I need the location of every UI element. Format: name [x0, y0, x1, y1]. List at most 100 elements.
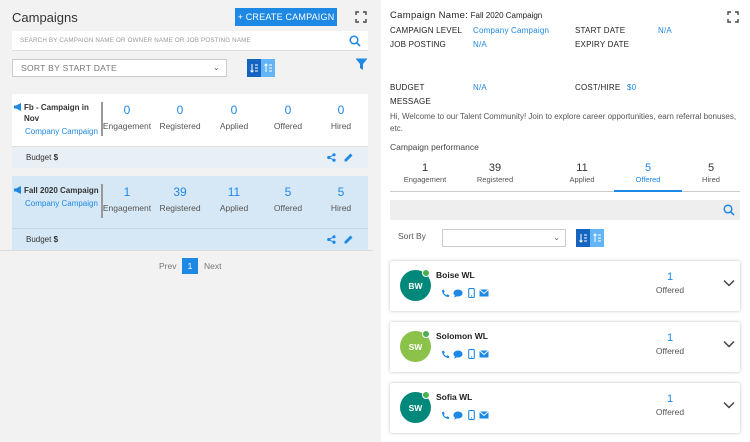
contact-icons — [440, 410, 489, 420]
edit-icon[interactable] — [344, 153, 353, 162]
chevron-down-icon[interactable] — [723, 340, 735, 348]
phone-icon[interactable] — [440, 410, 450, 420]
stat-hired[interactable]: 0 Hired — [330, 103, 352, 131]
stat-applied[interactable]: 11 Applied — [219, 185, 249, 213]
prev-link[interactable]: Prev — [159, 261, 177, 271]
campaign-card-selected[interactable]: Fall 2020 Campaign Company Campaign 1 Eng… — [12, 176, 368, 250]
chat-icon[interactable] — [453, 288, 463, 298]
edit-icon[interactable] — [344, 235, 353, 244]
email-icon[interactable] — [479, 288, 489, 298]
campaign-card-footer: Budget $ — [12, 228, 368, 250]
expand-icon[interactable] — [355, 11, 367, 23]
candidate-name[interactable]: Solomon WL — [436, 331, 488, 341]
campaign-name-heading: Campaign Name: Fall 2020 Campaign — [390, 10, 542, 21]
campaign-name[interactable]: Fall 2020 Campaign — [24, 186, 99, 195]
candidate-card[interactable]: SW Sofia WL 1 Offered — [390, 383, 740, 433]
budget-text: Budget $ — [26, 235, 59, 244]
search-icon[interactable] — [349, 35, 361, 47]
filter-icon[interactable] — [355, 58, 368, 71]
stat-registered[interactable]: 0 Registered — [159, 103, 201, 131]
sort-by-select[interactable]: ⌄ — [442, 229, 566, 247]
tab-registered[interactable]: 39 Registered — [476, 162, 514, 184]
candidate-name[interactable]: Boise WL — [436, 270, 475, 280]
tab-offered[interactable]: 5 Offered — [614, 162, 682, 192]
contact-icons — [440, 288, 489, 298]
phone-icon[interactable] — [440, 349, 450, 359]
email-icon[interactable] — [479, 410, 489, 420]
job-posting-value: N/A — [473, 40, 487, 49]
sort-ascending-icon — [578, 234, 587, 243]
contact-icons — [440, 349, 489, 359]
mobile-icon[interactable] — [466, 410, 476, 420]
phone-icon[interactable] — [440, 288, 450, 298]
campaign-level-value: Company Campaign — [473, 26, 550, 35]
sort-by-label: Sort By — [398, 231, 426, 241]
chevron-down-icon: ⌄ — [553, 233, 560, 242]
search-icon[interactable] — [723, 204, 735, 216]
budget-label: BUDGET — [390, 83, 425, 92]
divider — [101, 184, 103, 218]
candidate-card[interactable]: SW Solomon WL 1 Offered — [390, 322, 740, 372]
chevron-down-icon: ⌄ — [212, 63, 220, 72]
tab-hired[interactable]: 5 Hired — [702, 162, 720, 184]
campaigns-panel: Campaigns + CREATE CAMPAIGN SEARCH BY CA… — [0, 0, 373, 442]
message-label: MESSAGE — [390, 97, 431, 106]
campaign-card-footer: Budget $ — [12, 146, 368, 168]
candidate-search-input[interactable] — [390, 200, 740, 220]
campaign-name-label: Campaign Name: — [390, 10, 469, 21]
candidate-stage: Offered — [655, 285, 685, 295]
chevron-down-icon[interactable] — [723, 401, 735, 409]
start-date-label: START DATE — [575, 26, 626, 35]
megaphone-icon — [14, 186, 21, 194]
tab-engagement[interactable]: 1 Engagement — [403, 162, 447, 184]
performance-tabs: 1 Engagement 39 Registered 11 Applied 5 Offe… — [390, 162, 740, 192]
campaign-search-input[interactable]: SEARCH BY CAMPAIGN NAME OR OWNER NAME OR… — [12, 31, 368, 51]
stat-offered[interactable]: 5 Offered — [273, 185, 303, 213]
campaign-level: Company Campaign — [25, 199, 98, 208]
campaign-name[interactable]: Fb - Campaign in Nov — [24, 103, 89, 123]
candidate-name[interactable]: Sofia WL — [436, 392, 473, 402]
stat-engagement[interactable]: 0 Engagement — [102, 103, 152, 131]
cost-per-hire-label: COST/HIRE — [575, 83, 621, 92]
stat-engagement[interactable]: 1 Engagement — [102, 185, 152, 213]
sort-value: SORT BY START DATE — [21, 63, 117, 73]
email-icon[interactable] — [479, 349, 489, 359]
share-icon[interactable] — [327, 235, 336, 244]
megaphone-icon — [14, 103, 21, 111]
create-campaign-button[interactable]: + CREATE CAMPAIGN — [235, 8, 337, 26]
campaign-detail-panel: Campaign Name: Fall 2020 Campaign CAMPAI… — [381, 0, 750, 442]
candidate-card[interactable]: BW Boise WL 1 Offered — [390, 261, 740, 311]
campaigns-title: Campaigns — [12, 10, 78, 25]
sort-select[interactable]: SORT BY START DATE ⌄ — [12, 59, 227, 77]
candidate-stage: Offered — [655, 407, 685, 417]
pagination: Prev 1 Next — [0, 258, 373, 274]
stat-offered[interactable]: 0 Offered — [273, 103, 303, 131]
candidate-count: 1 — [666, 271, 674, 283]
sort-ascending-button[interactable] — [576, 229, 590, 247]
share-icon[interactable] — [327, 153, 336, 162]
sort-descending-button[interactable] — [590, 229, 604, 247]
expand-icon[interactable] — [727, 11, 739, 23]
chevron-down-icon[interactable] — [723, 279, 735, 287]
sort-ascending-button[interactable] — [247, 59, 261, 77]
sort-ascending-icon — [249, 64, 258, 73]
chat-icon[interactable] — [453, 349, 463, 359]
chat-icon[interactable] — [453, 410, 463, 420]
stat-applied[interactable]: 0 Applied — [219, 103, 249, 131]
campaign-level-label: CAMPAIGN LEVEL — [390, 26, 463, 35]
next-link[interactable]: Next — [204, 261, 222, 271]
budget-value: N/A — [473, 83, 487, 92]
mobile-icon[interactable] — [466, 349, 476, 359]
divider — [0, 250, 373, 251]
stat-registered[interactable]: 39 Registered — [159, 185, 201, 213]
page-1-button[interactable]: 1 — [182, 258, 198, 274]
stat-hired[interactable]: 5 Hired — [330, 185, 352, 213]
mobile-icon[interactable] — [466, 288, 476, 298]
tab-applied[interactable]: 11 Applied — [569, 162, 595, 184]
campaign-name-value: Fall 2020 Campaign — [470, 11, 543, 20]
candidate-count: 1 — [666, 332, 674, 344]
cost-per-hire-value: $0 — [627, 83, 637, 92]
expiry-date-label: EXPIRY DATE — [575, 40, 630, 49]
sort-descending-button[interactable] — [261, 59, 275, 77]
